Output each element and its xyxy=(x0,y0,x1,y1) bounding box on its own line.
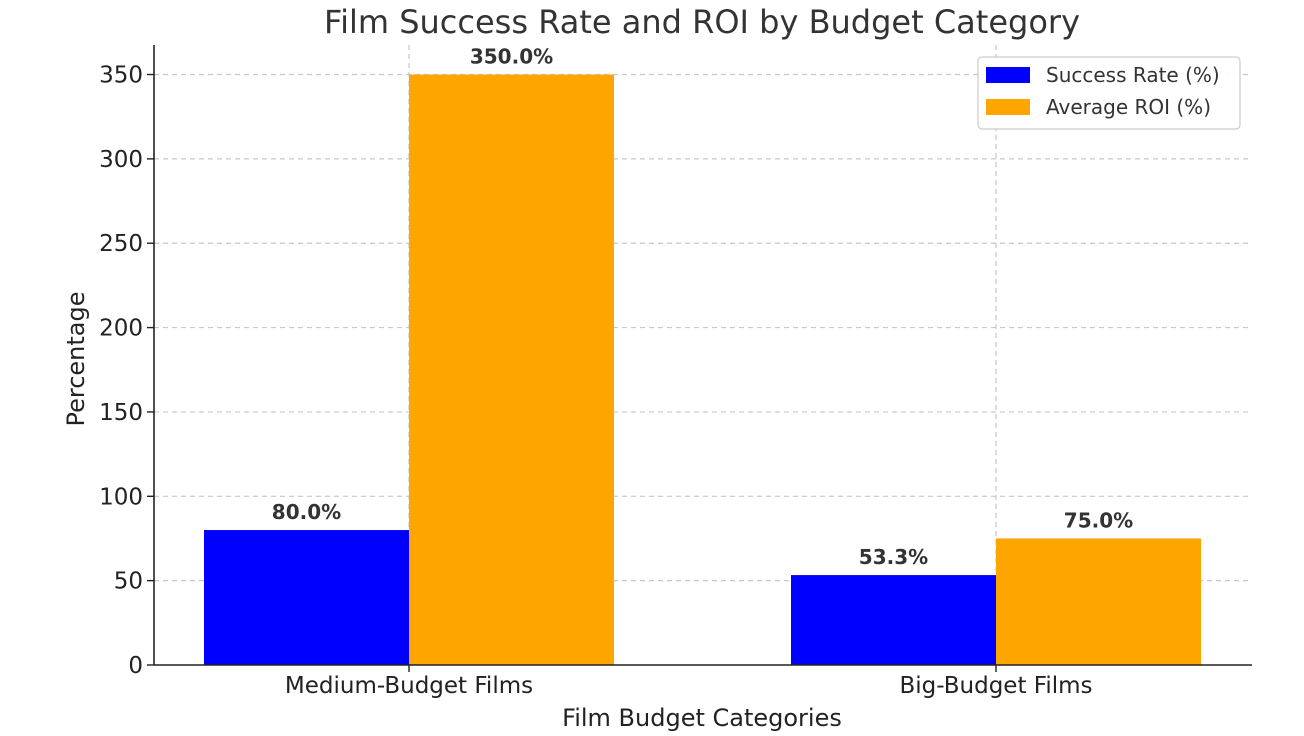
bar xyxy=(791,575,996,665)
bar-data-label: 80.0% xyxy=(272,500,341,524)
legend-swatch-average-roi xyxy=(986,99,1030,115)
bar-data-label: 53.3% xyxy=(859,545,928,569)
legend-label-average-roi: Average ROI (%) xyxy=(1046,95,1211,119)
bar xyxy=(996,538,1201,665)
x-tick-label: Medium-Budget Films xyxy=(285,673,533,699)
legend: Success Rate (%) Average ROI (%) xyxy=(977,56,1241,130)
y-tick-label: 350 xyxy=(99,63,143,89)
y-tick-label: 150 xyxy=(99,400,143,426)
bar-data-label: 75.0% xyxy=(1064,508,1133,532)
bar xyxy=(409,74,614,666)
y-tick-label: 0 xyxy=(128,653,143,679)
bar-data-label: 350.0% xyxy=(470,45,553,69)
x-tick-label: Big-Budget Films xyxy=(899,673,1092,699)
y-axis-ticks: 0 50 100 150 200 250 300 350 xyxy=(99,63,154,679)
legend-label-success-rate: Success Rate (%) xyxy=(1046,63,1220,87)
bars xyxy=(204,74,1201,666)
y-tick-label: 250 xyxy=(99,231,143,257)
y-tick-label: 200 xyxy=(99,316,143,342)
data-labels: 80.0% 53.3% 350.0% 75.0% xyxy=(272,45,1133,570)
x-axis-label: Film Budget Categories xyxy=(562,704,842,732)
y-axis-label: Percentage xyxy=(62,291,90,426)
bar xyxy=(204,530,409,665)
y-tick-label: 300 xyxy=(99,147,143,173)
chart-title: Film Success Rate and ROI by Budget Cate… xyxy=(324,3,1080,41)
x-axis-ticks: Medium-Budget Films Big-Budget Films xyxy=(285,665,1093,699)
y-tick-label: 50 xyxy=(114,569,143,595)
legend-swatch-success-rate xyxy=(986,67,1030,83)
legend-box xyxy=(977,56,1241,130)
y-tick-label: 100 xyxy=(99,484,143,510)
